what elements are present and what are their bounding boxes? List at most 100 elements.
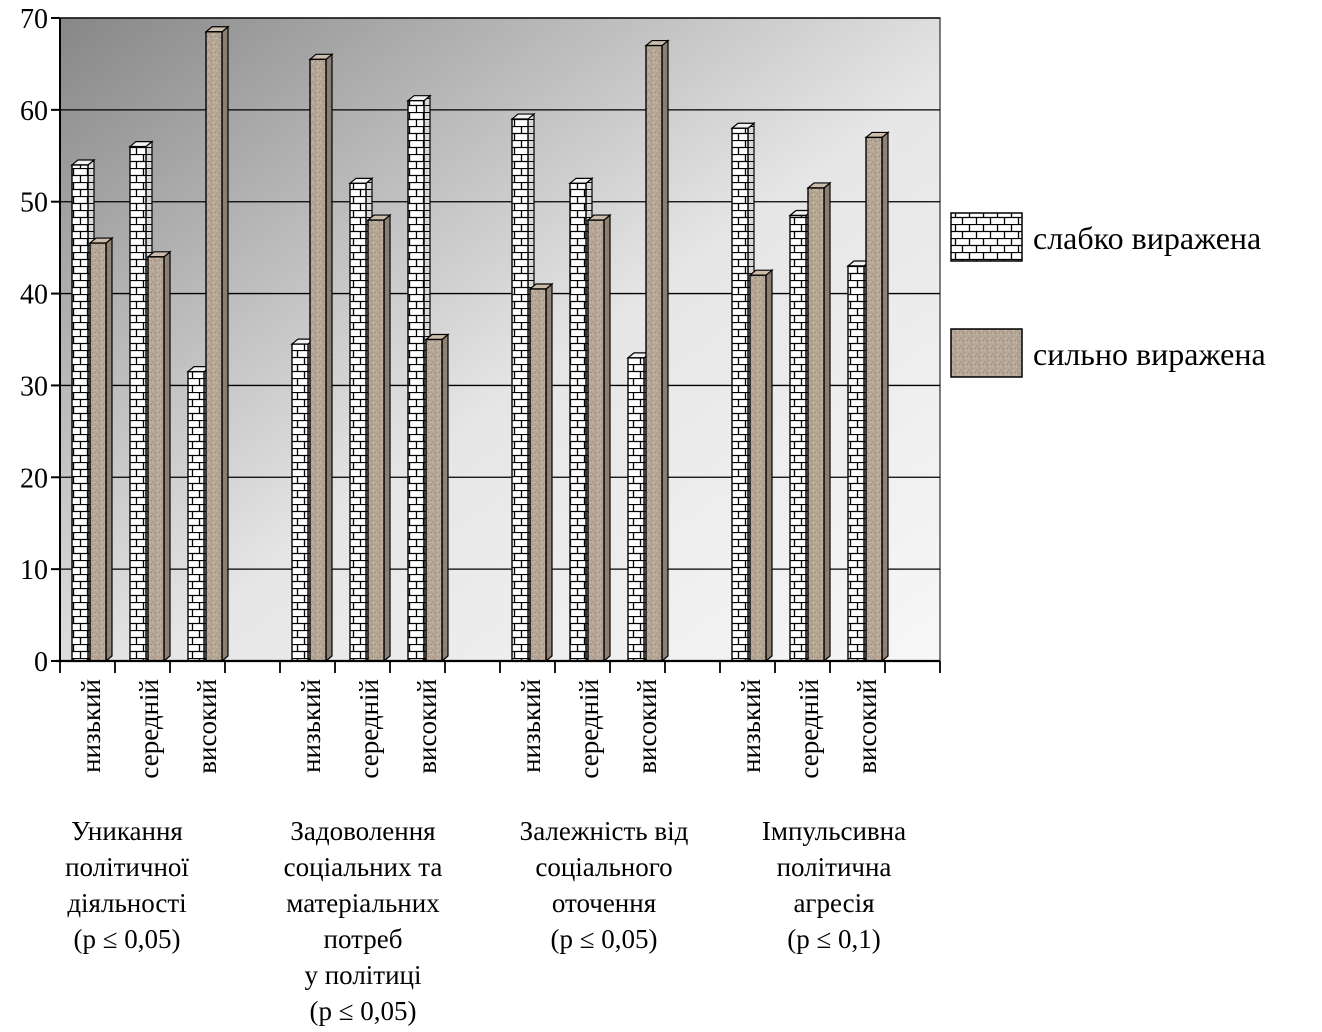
- x-tick-label: середній: [794, 679, 824, 779]
- group-label: Уникання політичної діяльності (p ≤ 0,05): [65, 816, 189, 954]
- group-label-line: Уникання: [71, 816, 183, 846]
- bar-front: [627, 357, 645, 662]
- group-label-line: діяльності: [67, 888, 186, 918]
- bar-side: [881, 131, 889, 663]
- bar-side: [325, 53, 333, 663]
- group-label: Імпульсивна політична агресія (p ≤ 0,1): [762, 816, 906, 954]
- bar-front: [71, 164, 89, 662]
- bar-side: [823, 181, 831, 663]
- bar-front: [425, 338, 443, 662]
- y-tick-label: 70: [20, 4, 48, 35]
- axes: [51, 17, 941, 673]
- group-label-line: Задоволення: [290, 816, 435, 846]
- group-label-line: оточення: [552, 888, 656, 918]
- bar: [586, 213, 612, 663]
- x-tick-label: високий: [852, 679, 882, 774]
- x-tick-label: високий: [632, 679, 662, 774]
- bar-front: [847, 265, 865, 662]
- bar: [424, 333, 450, 663]
- bar-front: [511, 118, 529, 662]
- x-tick-label: низький: [76, 679, 106, 773]
- group-label-line: (p ≤ 0,05): [550, 924, 657, 954]
- bar-front: [529, 288, 547, 662]
- group-label-line: Залежність від: [520, 816, 689, 846]
- bar-side: [105, 236, 113, 663]
- bar-front: [367, 219, 385, 662]
- group-label-line: агресія: [793, 888, 874, 918]
- bar: [146, 250, 172, 663]
- y-tick-label: 50: [20, 188, 48, 219]
- bar-front: [291, 343, 309, 662]
- y-tick-label: 0: [34, 647, 48, 678]
- x-tick-label: середній: [574, 679, 604, 779]
- y-tick-label: 20: [20, 463, 48, 494]
- group-label-line: у політиці: [304, 960, 421, 990]
- bar: [528, 282, 554, 663]
- bar-front: [749, 274, 767, 662]
- bar: [366, 213, 392, 663]
- bar-front: [645, 44, 663, 662]
- group-label-line: матеріальних: [286, 888, 440, 918]
- bar: [644, 39, 670, 663]
- bar: [806, 181, 832, 663]
- bar-side: [765, 268, 773, 663]
- bar-front: [407, 99, 425, 662]
- bar-front: [731, 127, 749, 662]
- bar-front: [309, 58, 327, 662]
- bar-front: [349, 182, 367, 662]
- y-tick-label: 60: [20, 96, 48, 127]
- bar: [864, 131, 890, 663]
- legend: слабко виражена сильно виражена: [950, 212, 1266, 378]
- bar-front: [147, 256, 165, 662]
- bar-front: [129, 145, 147, 662]
- bar-side: [221, 25, 229, 663]
- bar: [204, 25, 230, 663]
- bar: [88, 236, 114, 663]
- bar-front: [587, 219, 605, 662]
- group-label-line: соціальних та: [284, 852, 443, 882]
- group-label-line: соціального: [535, 852, 672, 882]
- group-label: Задоволення соціальних та матеріальних потр…: [284, 816, 443, 1026]
- legend-item: сильно виражена: [950, 328, 1266, 378]
- group-labels: Уникання політичної діяльності (p ≤ 0,05)За…: [65, 816, 906, 1026]
- legend-swatch: [950, 328, 1023, 378]
- bar-front: [569, 182, 587, 662]
- group-label-line: політична: [777, 852, 892, 882]
- y-tick-label: 30: [20, 371, 48, 402]
- x-tick-label: середній: [354, 679, 384, 779]
- bar: [748, 268, 774, 663]
- y-axis-tick-labels: 0 10 20 30 40 50 60 70: [20, 4, 48, 678]
- bar: [308, 53, 334, 663]
- x-axis-tick-labels: низький середній високий низький середній вис…: [76, 679, 882, 779]
- y-tick-label: 10: [20, 555, 48, 586]
- bar-front: [89, 242, 107, 662]
- group-label-line: потреб: [324, 924, 403, 954]
- bar-side: [661, 39, 669, 663]
- bar-side: [163, 250, 171, 663]
- bar-front: [807, 187, 825, 662]
- x-tick-label: низький: [516, 679, 546, 773]
- bar-front: [205, 31, 223, 662]
- x-tick-label: низький: [296, 679, 326, 773]
- bar-front: [789, 214, 807, 662]
- y-tick-label: 40: [20, 280, 48, 311]
- group-label-line: (p ≤ 0,1): [787, 924, 881, 954]
- group-label-line: (p ≤ 0,05): [73, 924, 180, 954]
- legend-swatch: [950, 212, 1023, 262]
- x-tick-label: високий: [412, 679, 442, 774]
- group-label: Залежність від соціального оточення (p ≤ 0,…: [520, 816, 689, 954]
- legend-item: слабко виражена: [950, 212, 1261, 262]
- x-tick-label: середній: [134, 679, 164, 779]
- bar-side: [383, 213, 391, 663]
- bar-front: [187, 370, 205, 662]
- group-label-line: Імпульсивна: [762, 816, 906, 846]
- bar-side: [545, 282, 553, 663]
- legend-label: слабко виражена: [1033, 220, 1261, 256]
- group-label-line: політичної: [65, 852, 189, 882]
- x-tick-label: низький: [736, 679, 766, 773]
- bar-side: [441, 333, 449, 663]
- legend-label: сильно виражена: [1033, 336, 1266, 372]
- bar-front: [865, 136, 883, 662]
- x-tick-label: високий: [192, 679, 222, 774]
